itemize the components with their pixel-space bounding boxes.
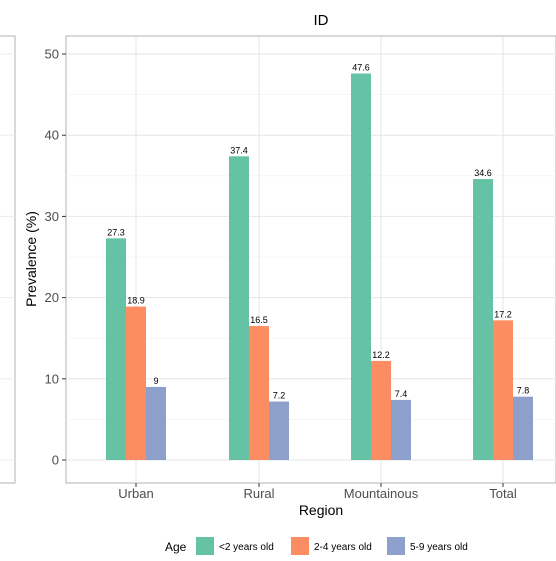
x-tick-label-rural: Rural [243, 486, 274, 501]
bar-total-series-1 [473, 179, 493, 460]
data-label-urban-series-1: 27.3 [107, 227, 125, 237]
y-tick-label-40: 40 [45, 128, 59, 143]
data-label-total-series-1: 34.6 [474, 168, 492, 178]
data-label-urban-series-3: 9 [153, 376, 158, 386]
chart-title: ID [314, 12, 329, 29]
x-tick-label-total: Total [489, 486, 517, 501]
data-label-rural-series-2: 16.5 [250, 315, 268, 325]
data-label-rural-series-1: 37.4 [230, 145, 248, 155]
adjacent-panel-fragment [0, 35, 16, 484]
bar-rural-series-1 [229, 156, 249, 460]
legend: Age <2 years old 2-4 years old 5-9 years o… [165, 537, 468, 555]
data-labels: 27.3 18.9 9 37.4 16.5 7.2 47.6 12.2 7.4 34.6 17.2 7… [107, 62, 529, 400]
legend-title: Age [165, 540, 187, 554]
y-tick-label-10: 10 [45, 371, 59, 386]
legend-label-1: <2 years old [219, 542, 274, 553]
bar-rural-series-2 [249, 326, 269, 460]
bars [106, 73, 533, 460]
data-label-total-series-2: 17.2 [494, 309, 512, 319]
x-tick-label-mountainous: Mountainous [344, 486, 419, 501]
legend-label-2: 2-4 years old [314, 542, 372, 553]
legend-key-3 [387, 537, 405, 555]
data-label-mountainous-series-2: 12.2 [372, 350, 390, 360]
x-axis-title: Region [299, 502, 343, 518]
y-tick-label-50: 50 [45, 47, 59, 62]
y-tick-label-0: 0 [52, 453, 59, 468]
data-label-rural-series-3: 7.2 [273, 391, 286, 401]
x-tick-label-urban: Urban [118, 486, 153, 501]
y-axis-title: Prevalence (%) [23, 211, 39, 307]
bar-urban-series-1 [106, 238, 126, 460]
y-tick-label-30: 30 [45, 209, 59, 224]
bar-mountainous-series-1 [351, 73, 371, 460]
data-label-total-series-3: 7.8 [517, 386, 530, 396]
y-axis-ticks: 0 10 20 30 40 50 [45, 47, 66, 468]
bar-mountainous-series-3 [391, 399, 411, 460]
data-label-mountainous-series-3: 7.4 [395, 389, 408, 399]
bar-urban-series-2 [126, 306, 146, 460]
bar-mountainous-series-2 [371, 360, 391, 460]
x-axis-ticks: Urban Rural Mountainous Total [118, 483, 517, 501]
legend-label-3: 5-9 years old [410, 542, 468, 553]
y-tick-label-20: 20 [45, 290, 59, 305]
bar-urban-series-3 [146, 386, 166, 460]
data-label-mountainous-series-1: 47.6 [352, 62, 370, 72]
legend-key-2 [291, 537, 309, 555]
data-label-urban-series-2: 18.9 [127, 296, 145, 306]
legend-key-1 [196, 537, 214, 555]
bar-total-series-3 [513, 396, 533, 460]
bar-rural-series-3 [269, 401, 289, 460]
bar-total-series-2 [493, 320, 513, 460]
